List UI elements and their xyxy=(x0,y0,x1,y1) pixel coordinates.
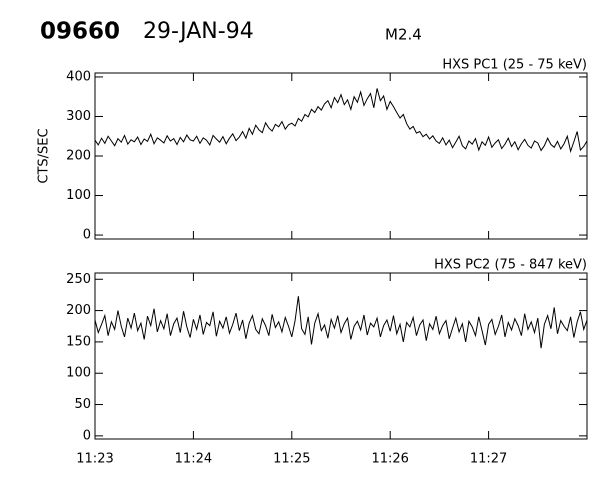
flare-class: M2.4 xyxy=(385,26,422,44)
x-tick-label: 11:23 xyxy=(76,452,113,467)
event-date: 29-JAN-94 xyxy=(143,19,254,44)
y-axis-title: CTS/SEC xyxy=(37,128,52,183)
y-tick-label: 200 xyxy=(66,303,91,318)
series-label: HXS PC1 (25 - 75 keV) xyxy=(442,58,587,73)
y-tick-label: 300 xyxy=(66,109,91,124)
y-tick-label: 250 xyxy=(66,272,91,287)
y-tick-label: 50 xyxy=(74,397,91,412)
plot-frame xyxy=(94,272,588,440)
y-tick-label: 400 xyxy=(66,69,91,84)
y-tick-label: 0 xyxy=(83,428,91,443)
event-number: 09660 xyxy=(40,19,120,45)
y-tick-label: 0 xyxy=(83,228,91,243)
series-label: HXS PC2 (75 - 847 keV) xyxy=(434,258,587,273)
x-tick-label: 11:26 xyxy=(371,452,408,467)
data-line xyxy=(94,88,588,154)
y-tick-label: 100 xyxy=(66,188,91,203)
y-tick-label: 100 xyxy=(66,366,91,381)
y-tick-label: 200 xyxy=(66,149,91,164)
x-tick-label: 11:27 xyxy=(470,452,507,467)
x-tick-label: 11:25 xyxy=(273,452,310,467)
data-line xyxy=(94,296,588,349)
y-tick-label: 150 xyxy=(66,334,91,349)
x-tick-label: 11:24 xyxy=(175,452,212,467)
